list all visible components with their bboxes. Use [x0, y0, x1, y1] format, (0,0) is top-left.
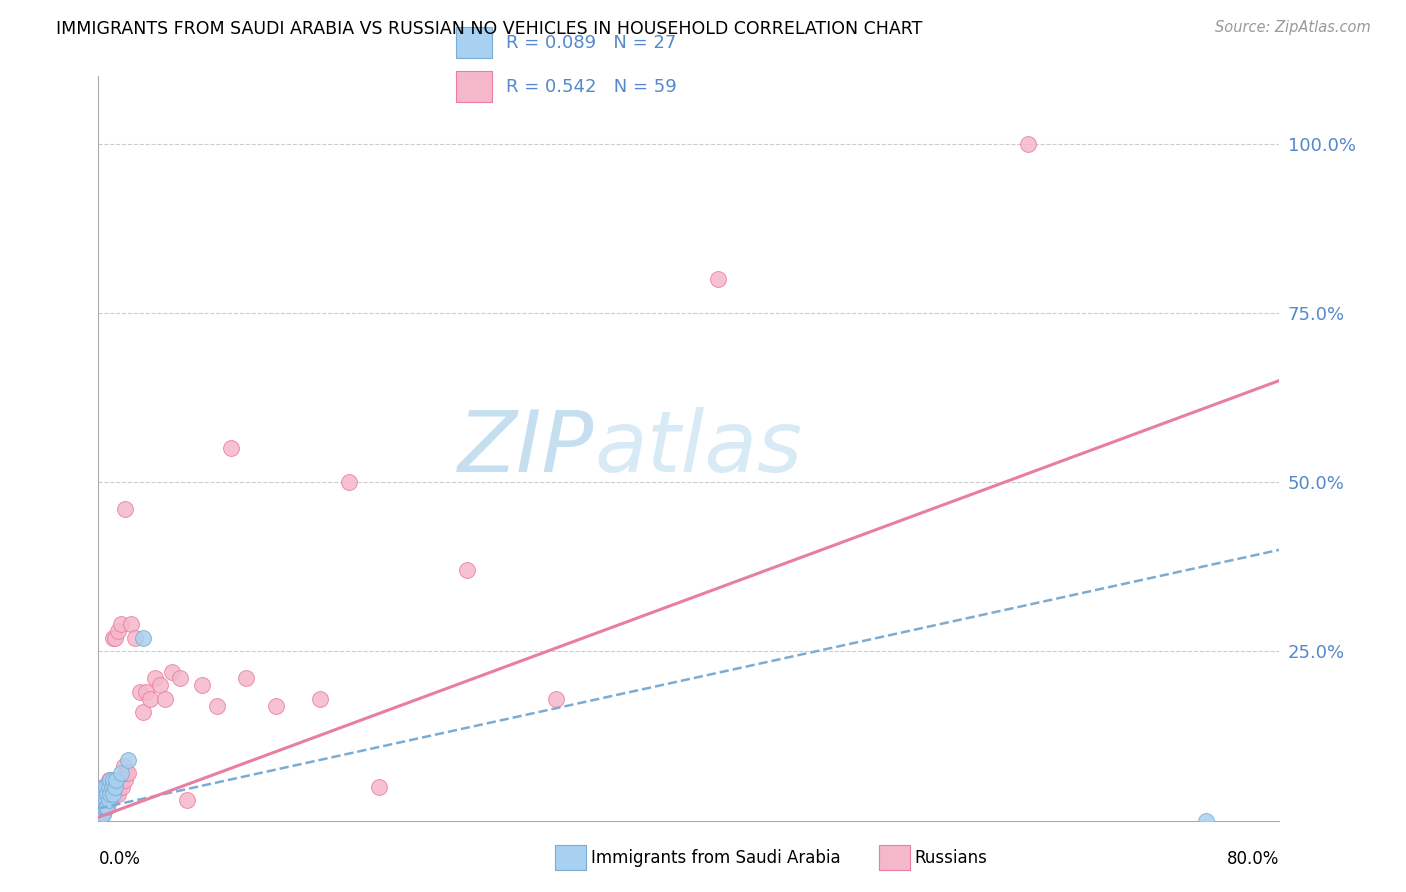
Text: R = 0.089   N = 27: R = 0.089 N = 27 — [506, 34, 676, 52]
Point — [97, 780, 120, 794]
Point — [117, 766, 139, 780]
Point — [103, 780, 125, 794]
Point — [153, 691, 176, 706]
Point — [91, 806, 114, 821]
Point — [103, 772, 125, 787]
Point — [124, 631, 146, 645]
Point — [707, 272, 730, 286]
Point — [120, 617, 142, 632]
Point — [91, 800, 114, 814]
Point — [94, 800, 117, 814]
Text: Russians: Russians — [914, 849, 987, 867]
Text: ZIP: ZIP — [458, 407, 595, 490]
Point — [103, 787, 125, 801]
Point — [108, 780, 131, 794]
Point — [139, 691, 162, 706]
Point — [169, 672, 191, 686]
Point — [94, 800, 117, 814]
Point — [94, 793, 117, 807]
Point — [93, 800, 115, 814]
Point — [110, 772, 132, 787]
Point — [235, 672, 257, 686]
Point — [104, 631, 127, 645]
Point — [93, 793, 115, 807]
Point — [93, 800, 115, 814]
Point — [98, 772, 121, 787]
Point — [103, 631, 125, 645]
Point — [93, 787, 115, 801]
Point — [114, 502, 136, 516]
Point — [162, 665, 183, 679]
Point — [97, 793, 120, 807]
Point — [96, 787, 118, 801]
Point — [107, 787, 129, 801]
Point — [191, 678, 214, 692]
Point — [91, 787, 114, 801]
Point — [135, 685, 157, 699]
Bar — [456, 28, 492, 58]
Point — [98, 787, 121, 801]
Point — [107, 624, 129, 638]
Point — [90, 800, 112, 814]
Point — [115, 766, 138, 780]
Point — [132, 631, 155, 645]
Point — [117, 753, 139, 767]
Point — [112, 759, 135, 773]
Point — [205, 698, 228, 713]
Point — [94, 780, 117, 794]
Point — [176, 793, 198, 807]
Point — [309, 691, 332, 706]
Point — [221, 442, 243, 455]
Point — [368, 780, 391, 794]
Point — [94, 793, 117, 807]
Point — [110, 766, 132, 780]
Bar — [456, 71, 492, 103]
Point — [143, 672, 166, 686]
Point — [132, 706, 155, 720]
Point — [264, 698, 287, 713]
Text: 80.0%: 80.0% — [1227, 850, 1279, 869]
Text: atlas: atlas — [595, 407, 803, 490]
Point — [89, 806, 111, 821]
Point — [97, 772, 120, 787]
Point — [93, 780, 115, 794]
Point — [104, 780, 127, 794]
Point — [110, 617, 132, 632]
Point — [89, 793, 111, 807]
Point — [105, 772, 128, 787]
Point — [91, 793, 114, 807]
Point — [111, 780, 134, 794]
Text: Source: ZipAtlas.com: Source: ZipAtlas.com — [1215, 20, 1371, 35]
Point — [90, 787, 112, 801]
Point — [98, 780, 121, 794]
Point — [91, 806, 114, 821]
Point — [90, 800, 112, 814]
Text: 0.0%: 0.0% — [98, 850, 141, 869]
Point — [546, 691, 568, 706]
Point — [128, 685, 150, 699]
Point — [94, 780, 117, 794]
Point — [114, 772, 136, 787]
Point — [105, 787, 128, 801]
Point — [90, 793, 112, 807]
Point — [1195, 814, 1218, 828]
Point — [89, 806, 111, 821]
Point — [1018, 136, 1040, 151]
Point — [457, 563, 479, 577]
Point — [105, 772, 128, 787]
Point — [97, 793, 120, 807]
Text: Immigrants from Saudi Arabia: Immigrants from Saudi Arabia — [591, 849, 841, 867]
Point — [96, 800, 118, 814]
Point — [100, 780, 122, 794]
Point — [91, 780, 114, 794]
Point — [339, 475, 361, 489]
Point — [100, 787, 122, 801]
Text: R = 0.542   N = 59: R = 0.542 N = 59 — [506, 78, 676, 95]
Point — [149, 678, 172, 692]
Point — [96, 800, 118, 814]
Point — [96, 787, 118, 801]
Point — [98, 793, 121, 807]
Text: IMMIGRANTS FROM SAUDI ARABIA VS RUSSIAN NO VEHICLES IN HOUSEHOLD CORRELATION CHA: IMMIGRANTS FROM SAUDI ARABIA VS RUSSIAN … — [56, 20, 922, 37]
